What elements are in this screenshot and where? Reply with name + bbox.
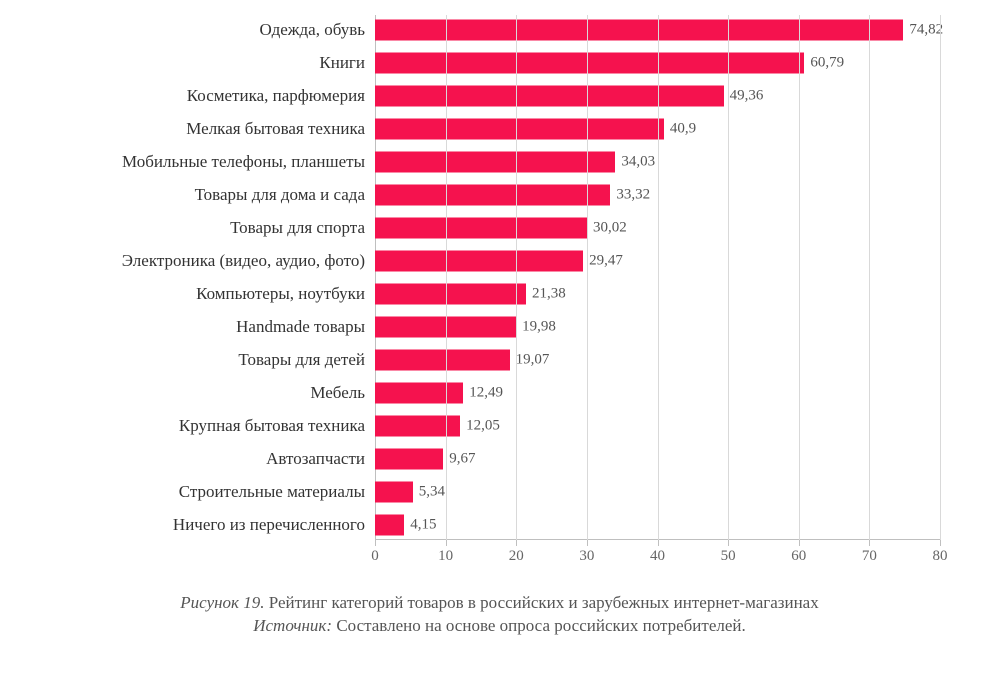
source-label: Источник:: [253, 616, 332, 635]
bar: [375, 152, 615, 173]
bar: [375, 350, 510, 371]
bar-value-label: 60,79: [810, 55, 844, 72]
category-label: Книги: [319, 53, 375, 73]
bar: [375, 383, 463, 404]
x-tick-label: 20: [509, 548, 524, 565]
gridline: [587, 15, 588, 540]
bar-value-label: 40,9: [670, 121, 696, 138]
category-label: Электроника (видео, аудио, фото): [122, 251, 375, 271]
plot-area: Одежда, обувь74,82Книги60,79Косметика, п…: [375, 15, 940, 540]
bar-value-label: 49,36: [730, 88, 764, 105]
figure-number: Рисунок 19.: [180, 593, 264, 612]
category-label: Мебель: [310, 383, 375, 403]
x-tick-mark: [587, 540, 588, 546]
bar: [375, 185, 610, 206]
category-label: Компьютеры, ноутбуки: [196, 284, 375, 304]
x-tick-mark: [375, 540, 376, 546]
bar: [375, 20, 903, 41]
bar-value-label: 74,82: [909, 22, 943, 39]
gridline: [728, 15, 729, 540]
bar: [375, 86, 724, 107]
bar-value-label: 4,15: [410, 517, 436, 534]
bar: [375, 53, 804, 74]
x-tick-label: 0: [371, 548, 379, 565]
bar-value-label: 5,34: [419, 484, 445, 501]
gridline: [940, 15, 941, 540]
bar: [375, 416, 460, 437]
category-label: Строительные материалы: [179, 482, 375, 502]
category-label: Товары для дома и сада: [195, 185, 375, 205]
x-tick-mark: [658, 540, 659, 546]
bar-value-label: 12,49: [469, 385, 503, 402]
figure-title: Рейтинг категорий товаров в российских и…: [269, 593, 819, 612]
category-label: Мелкая бытовая техника: [186, 119, 375, 139]
x-tick-label: 80: [933, 548, 948, 565]
x-tick-label: 70: [862, 548, 877, 565]
bar-value-label: 19,98: [522, 319, 556, 336]
bar: [375, 515, 404, 536]
chart-area: Одежда, обувь 74,82 Книги 60,79 Косметика, п…: [10, 10, 980, 580]
gridline: [658, 15, 659, 540]
x-tick-mark: [940, 540, 941, 546]
bar-value-label: 29,47: [589, 253, 623, 270]
category-label: Товары для спорта: [230, 218, 375, 238]
gridline: [446, 15, 447, 540]
bar: [375, 482, 413, 503]
x-tick-label: 60: [791, 548, 806, 565]
x-tick-label: 40: [650, 548, 665, 565]
category-label: Одежда, обувь: [260, 20, 375, 40]
bar: [375, 284, 526, 305]
bar: [375, 251, 583, 272]
chart-container: Одежда, обувь 74,82 Книги 60,79 Косметика, п…: [0, 0, 999, 681]
bar-value-label: 21,38: [532, 286, 566, 303]
gridline: [869, 15, 870, 540]
bar-value-label: 34,03: [621, 154, 655, 171]
bar-value-label: 33,32: [616, 187, 650, 204]
bar-value-label: 30,02: [593, 220, 627, 237]
gridline: [799, 15, 800, 540]
bar: [375, 119, 664, 140]
category-label: Мобильные телефоны, планшеты: [122, 152, 375, 172]
category-label: Handmade товары: [236, 317, 375, 337]
x-tick-mark: [728, 540, 729, 546]
x-tick-mark: [516, 540, 517, 546]
category-label: Товары для детей: [238, 350, 375, 370]
bar-value-label: 19,07: [516, 352, 550, 369]
category-label: Ничего из перечисленного: [173, 515, 375, 535]
bar-value-label: 12,05: [466, 418, 500, 435]
bar: [375, 218, 587, 239]
x-tick-mark: [799, 540, 800, 546]
bar: [375, 449, 443, 470]
bar-value-label: 9,67: [449, 451, 475, 468]
category-label: Автозапчасти: [266, 449, 375, 469]
figure-caption: Рисунок 19. Рейтинг категорий товаров в …: [50, 592, 950, 638]
x-tick-mark: [869, 540, 870, 546]
x-tick-label: 10: [438, 548, 453, 565]
x-tick-label: 30: [579, 548, 594, 565]
category-label: Крупная бытовая техника: [179, 416, 375, 436]
source-text: Составлено на основе опроса российских п…: [336, 616, 745, 635]
x-tick-mark: [446, 540, 447, 546]
x-tick-label: 50: [721, 548, 736, 565]
gridline: [516, 15, 517, 540]
category-label: Косметика, парфюмерия: [187, 86, 375, 106]
